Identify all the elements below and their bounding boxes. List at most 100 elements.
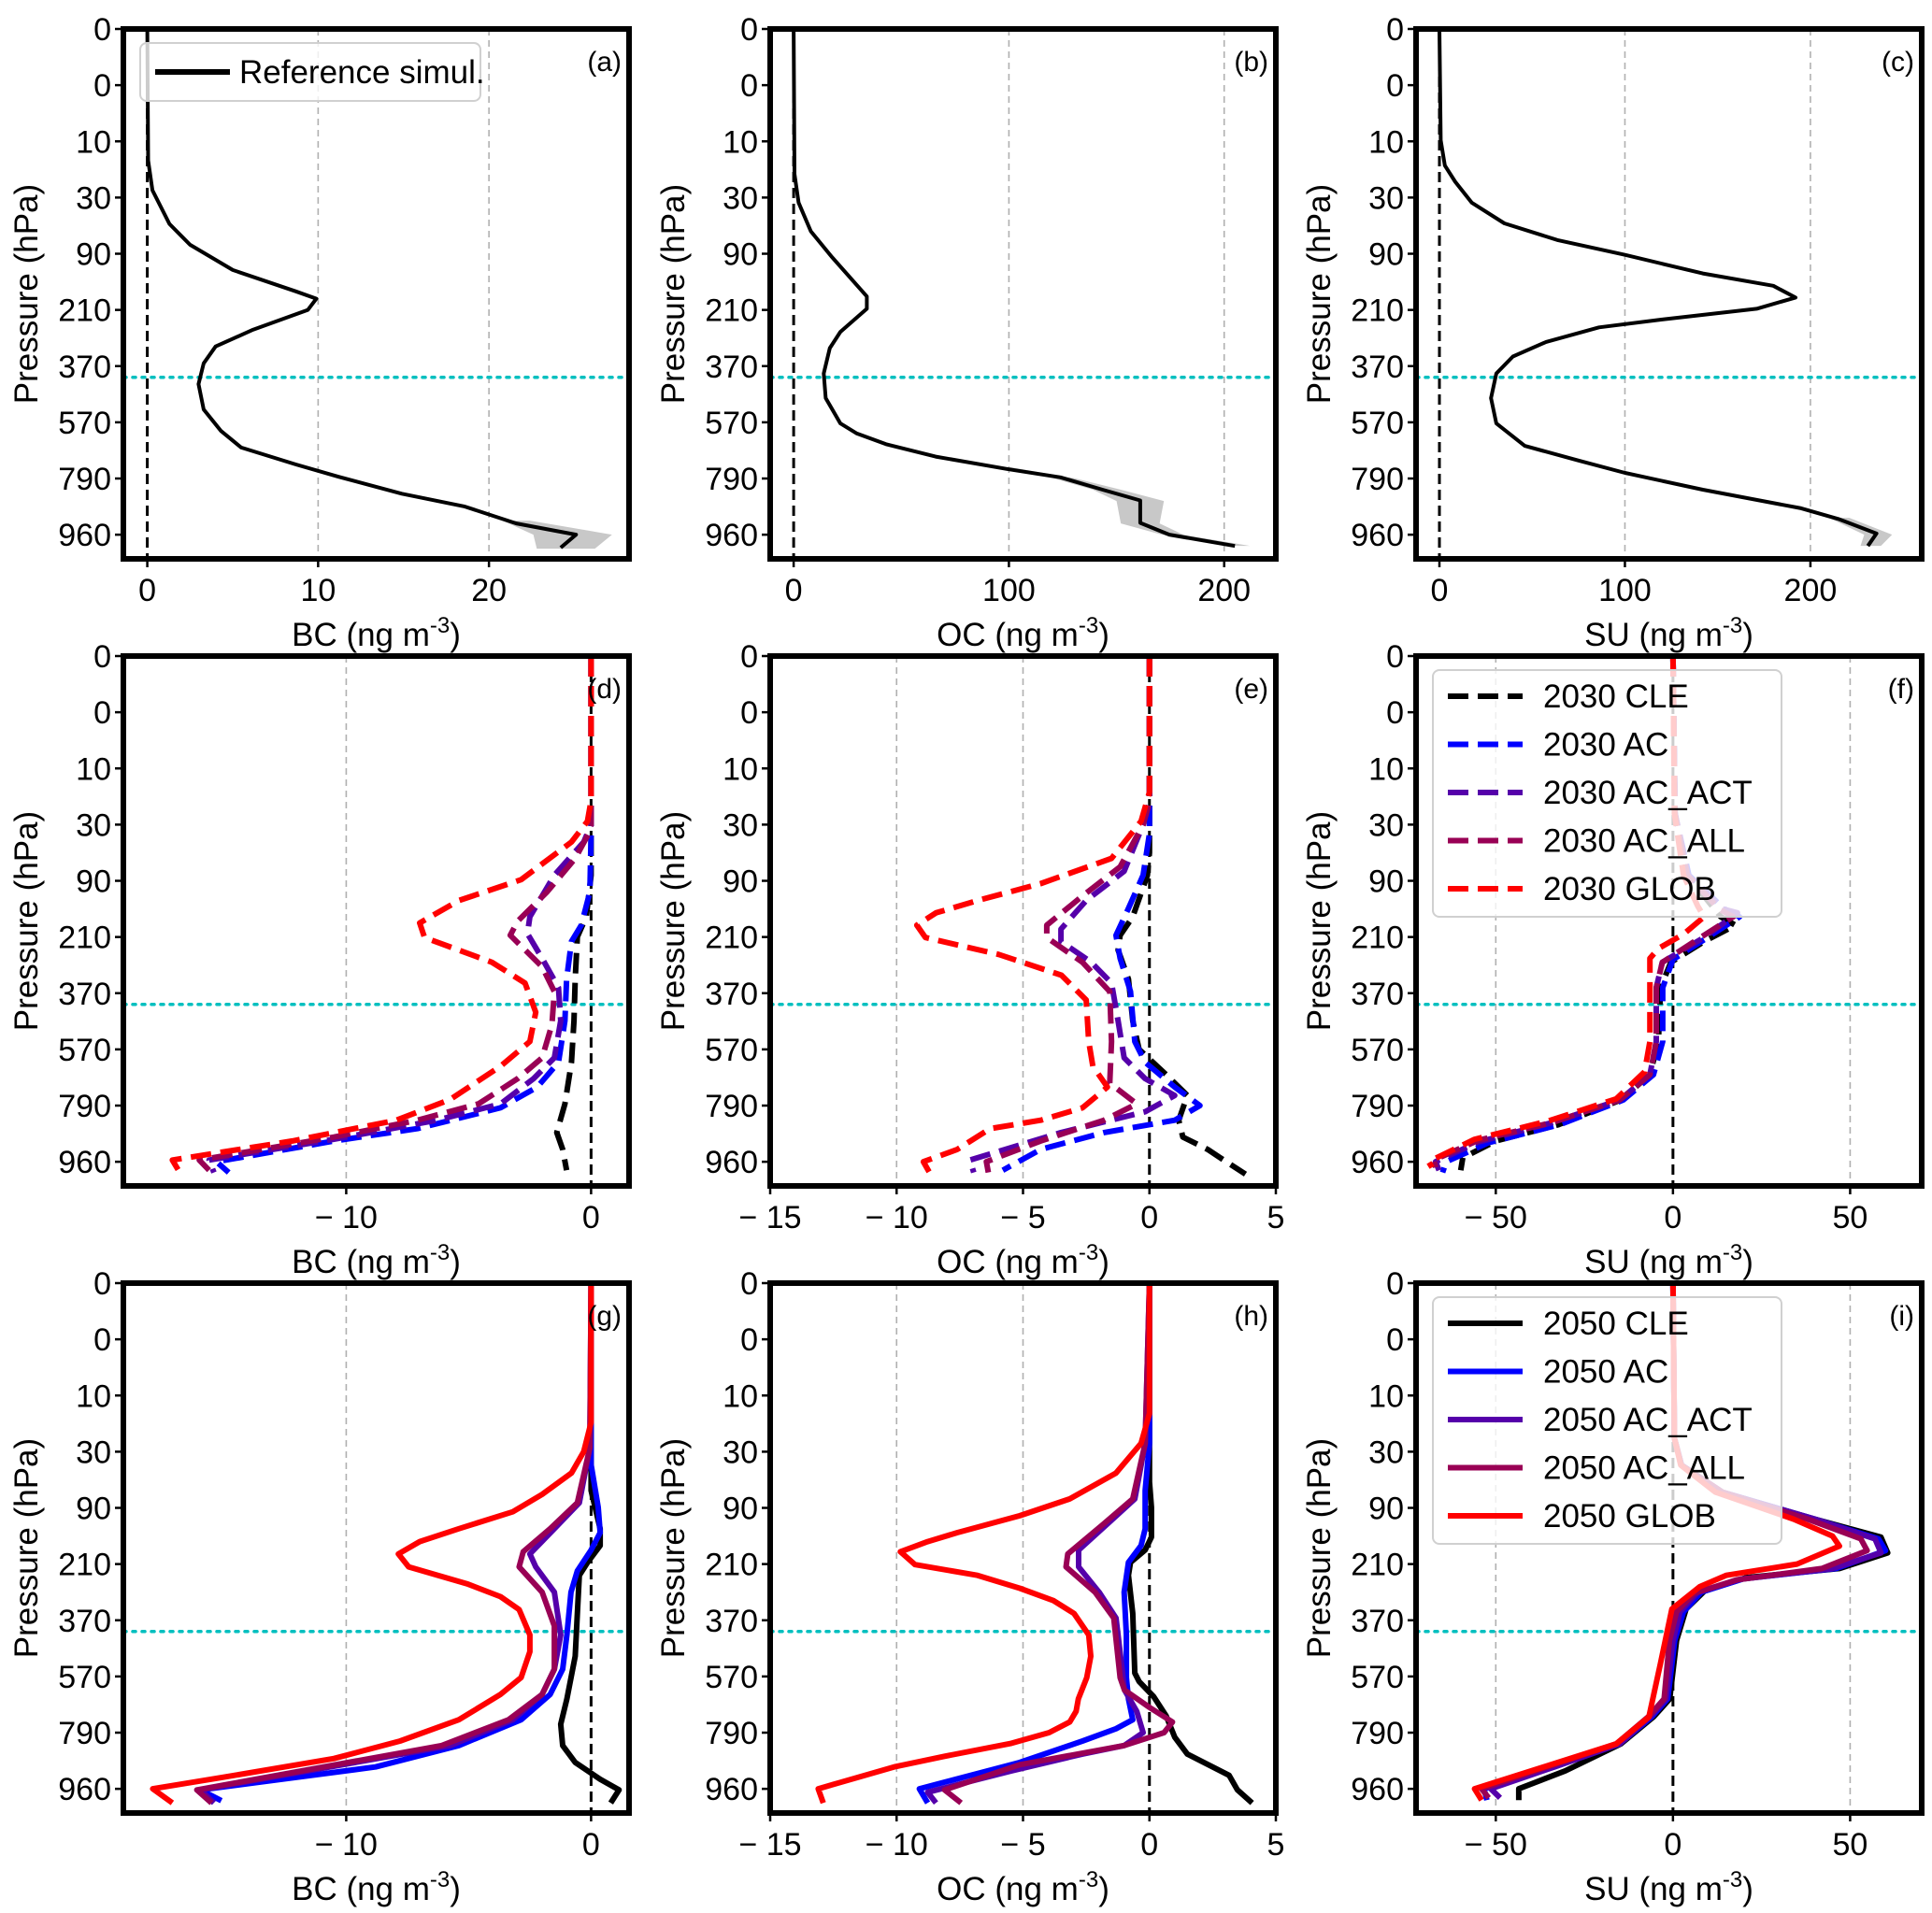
y-tick-label: 90 (76, 237, 111, 273)
x-axis-label-exponent: -3 (430, 1867, 450, 1892)
x-tick-label: 0 (1664, 1200, 1682, 1235)
x-tick-label: 5 (1267, 1827, 1285, 1863)
y-tick-label: 210 (705, 921, 758, 956)
x-tick-label: − 10 (315, 1827, 378, 1863)
axes-frame (1413, 26, 1925, 562)
y-tick-label: 790 (58, 462, 111, 497)
y-tick-label: 370 (705, 977, 758, 1012)
x-tick-label: 10 (300, 573, 336, 608)
series-line-2030-glob (1425, 656, 1708, 1169)
x-axis-label: OC (ng m-3) (937, 613, 1109, 653)
y-tick-label: 370 (58, 1604, 111, 1639)
y-tick-label: 790 (1351, 1716, 1404, 1751)
y-tick-label: 90 (1368, 237, 1404, 273)
x-axis-label-exponent: -3 (1723, 1867, 1742, 1892)
y-tick-label: 570 (705, 1660, 758, 1695)
y-tick-label: 0 (740, 695, 758, 731)
series-line-2030-ac-act (206, 656, 594, 1174)
x-tick-label: 0 (1140, 1827, 1158, 1863)
legend-label: 2050 AC (1543, 1354, 1668, 1391)
y-tick-label: 570 (1351, 1033, 1404, 1068)
x-tick-label: 50 (1833, 1827, 1868, 1863)
y-tick-label: 10 (1368, 751, 1404, 787)
plot-area (123, 1283, 629, 1813)
panel-label: (c) (1882, 47, 1914, 78)
axes-frame (121, 1280, 632, 1816)
y-tick-label: 90 (1368, 864, 1404, 900)
y-tick-label: 90 (76, 1492, 111, 1527)
y-tick-label: 790 (58, 1716, 111, 1751)
x-axis-label-close: ) (450, 617, 461, 653)
y-tick-label: 370 (58, 977, 111, 1012)
y-tick-label: 960 (705, 1772, 758, 1807)
y-tick-label: 0 (740, 639, 758, 675)
y-tick-label: 210 (1351, 921, 1404, 956)
y-tick-label: 370 (705, 1604, 758, 1639)
x-axis-label-main: OC (ng m (937, 617, 1079, 653)
y-tick-label: 960 (705, 518, 758, 553)
plot-area (770, 29, 1276, 559)
legend-label: Reference simul. (239, 54, 485, 91)
series-line-reference-simul- (145, 29, 579, 550)
y-tick-label: 30 (76, 180, 111, 216)
y-tick-label: 960 (1351, 1145, 1404, 1180)
x-axis-label-exponent: -3 (1079, 1867, 1098, 1892)
x-axis-label-exponent: -3 (1079, 1240, 1098, 1265)
x-tick-label: 200 (1197, 573, 1251, 608)
y-tick-label: 30 (76, 1435, 111, 1470)
legend-label: 2030 AC_ALL (1543, 823, 1745, 860)
x-axis-label: BC (ng m-3) (292, 1240, 461, 1280)
x-tick-label: 0 (1140, 1200, 1158, 1235)
y-tick-label: 370 (705, 350, 758, 385)
x-tick-label: 0 (1431, 573, 1449, 608)
y-tick-label: 570 (1351, 406, 1404, 441)
y-tick-label: 370 (58, 350, 111, 385)
y-tick-label: 570 (58, 1033, 111, 1068)
legend-label: 2050 GLOB (1543, 1498, 1716, 1535)
x-axis-label: OC (ng m-3) (937, 1867, 1109, 1907)
axes-frame (1413, 1280, 1925, 1816)
legend: Reference simul. (139, 42, 485, 102)
uncertainty-band (1828, 518, 1893, 547)
x-axis-label-main: BC (ng m (292, 617, 430, 653)
legend-label: 2030 CLE (1543, 678, 1689, 715)
panel-i: 0 0 10 30 90 210 370 570 790 960 − 50 0 50 Pressure (… (1301, 1266, 1925, 1907)
y-tick-label: 0 (740, 1322, 758, 1358)
legend-label: 2050 CLE (1543, 1306, 1689, 1342)
panel-label: (a) (587, 47, 622, 78)
y-tick-label: 30 (1368, 180, 1404, 216)
series-line-2030-ac (1001, 656, 1203, 1173)
y-tick-label: 0 (93, 695, 111, 731)
legend-label: 2030 AC (1543, 727, 1668, 764)
x-axis-label-main: SU (ng m (1584, 617, 1723, 653)
y-tick-label: 960 (705, 1145, 758, 1180)
y-tick-label: 30 (76, 807, 111, 843)
series-line-2030-glob (169, 656, 594, 1175)
y-tick-label: 210 (58, 1548, 111, 1583)
plot-area (770, 656, 1276, 1186)
x-axis-label-close: ) (1098, 617, 1109, 653)
x-axis-label-exponent: -3 (1079, 613, 1098, 638)
panel-label: (f) (1888, 674, 1914, 705)
y-tick-label: 210 (58, 921, 111, 956)
legend-box (1432, 669, 1782, 918)
y-tick-label: 0 (1386, 639, 1404, 675)
y-tick-label: 0 (93, 12, 111, 48)
uncertainty-band (1002, 466, 1251, 547)
y-tick-label: 790 (1351, 462, 1404, 497)
y-tick-label: 0 (1386, 12, 1404, 48)
x-tick-label: 0 (582, 1200, 600, 1235)
legend: 2050 CLE 2050 AC 2050 AC_ACT 2050 AC_ALL 205… (1432, 1296, 1782, 1545)
y-tick-label: 960 (58, 1145, 111, 1180)
y-tick-label: 790 (1351, 1089, 1404, 1124)
x-axis-label-close: ) (1742, 617, 1753, 653)
y-tick-label: 370 (1351, 977, 1404, 1012)
panel-label: (i) (1889, 1301, 1914, 1332)
x-axis-label: SU (ng m-3) (1584, 1240, 1753, 1280)
panel-b: 0 0 10 30 90 210 370 570 790 960 0 100 200 Pressure (… (655, 12, 1279, 653)
panel-g: 0 0 10 30 90 210 370 570 790 960 − 10 0 Pressure (hP… (8, 1266, 632, 1907)
y-tick-label: 210 (705, 293, 758, 329)
y-tick-label: 0 (740, 1266, 758, 1302)
y-tick-label: 90 (1368, 1492, 1404, 1527)
series-line-2050-glob (150, 1283, 594, 1806)
